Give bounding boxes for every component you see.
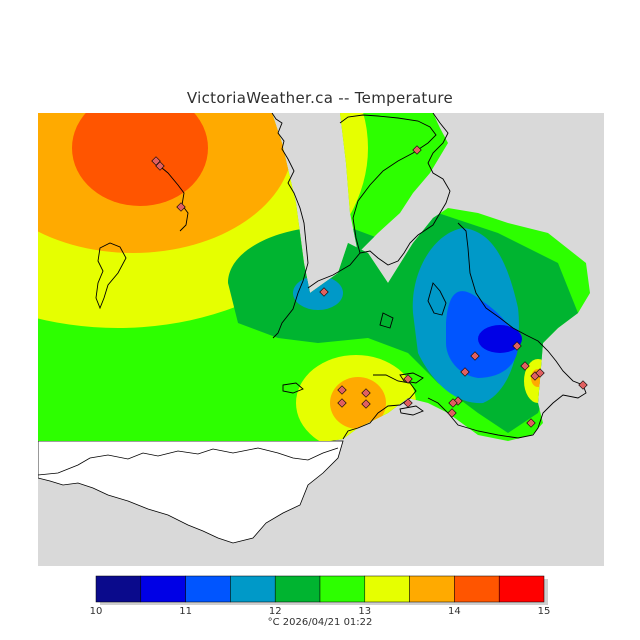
- island-small-1: [95, 242, 127, 310]
- station-marker: [337, 385, 347, 395]
- temperature-map[interactable]: [38, 113, 604, 566]
- station-markers: [151, 145, 588, 428]
- color-legend: 10 11 12 13 14 15 °C 2026/04/21 01:22: [90, 575, 551, 628]
- legend-swatch: [185, 575, 231, 603]
- legend-swatch: [319, 575, 366, 603]
- legend-swatch: [409, 575, 455, 603]
- station-marker: [526, 418, 536, 428]
- station-marker: [448, 398, 458, 408]
- shoreline-south: [38, 447, 339, 476]
- station-marker: [578, 380, 588, 390]
- legend-swatches: [95, 575, 548, 605]
- legend-tick-label: 11: [179, 606, 192, 617]
- coast-west-peninsula: [271, 113, 309, 339]
- station-marker: [412, 145, 422, 155]
- legend-tick-label: 12: [269, 606, 282, 617]
- station-marker: [151, 156, 161, 166]
- station-marker: [361, 399, 371, 409]
- island-small-4: [282, 382, 304, 394]
- station-marker: [520, 361, 530, 371]
- legend-swatch: [140, 575, 186, 603]
- coast-island-north: [339, 114, 437, 254]
- station-marker: [176, 202, 186, 212]
- island-small-2: [427, 282, 447, 316]
- station-marker: [155, 161, 165, 171]
- legend-swatch: [95, 575, 142, 603]
- station-marker: [337, 398, 347, 408]
- island-small-5: [399, 372, 424, 384]
- water-body: [38, 440, 344, 544]
- station-marker: [319, 287, 329, 297]
- station-marker: [535, 368, 545, 378]
- station-marker: [403, 374, 413, 384]
- legend-tick-label: 14: [448, 606, 461, 617]
- legend-tick-label: 10: [90, 606, 103, 617]
- station-marker: [403, 398, 413, 408]
- legend-swatch: [274, 575, 321, 603]
- legend-swatch: [498, 575, 545, 603]
- station-marker: [447, 408, 457, 418]
- map-title: VictoriaWeather.ca -- Temperature: [186, 89, 454, 107]
- station-marker: [361, 388, 371, 398]
- coast-south-spit: [342, 374, 417, 440]
- legend-ticks: 10 11 12 13 14 15: [90, 606, 551, 617]
- coast-inlet: [155, 162, 189, 232]
- island-small-6: [399, 405, 424, 416]
- legend-tick-label: 15: [538, 606, 551, 617]
- legend-swatch: [454, 575, 500, 603]
- temperature-field: [38, 113, 590, 441]
- legend-caption: °C 2026/04/21 01:22: [268, 617, 373, 628]
- legend-tick-label: 13: [358, 606, 371, 617]
- island-small-3: [379, 312, 394, 329]
- legend-swatch: [364, 575, 410, 603]
- legend-swatch: [230, 575, 276, 603]
- station-marker: [470, 351, 480, 361]
- coast-saltspring: [307, 113, 451, 289]
- station-marker: [512, 341, 522, 351]
- station-marker: [460, 367, 470, 377]
